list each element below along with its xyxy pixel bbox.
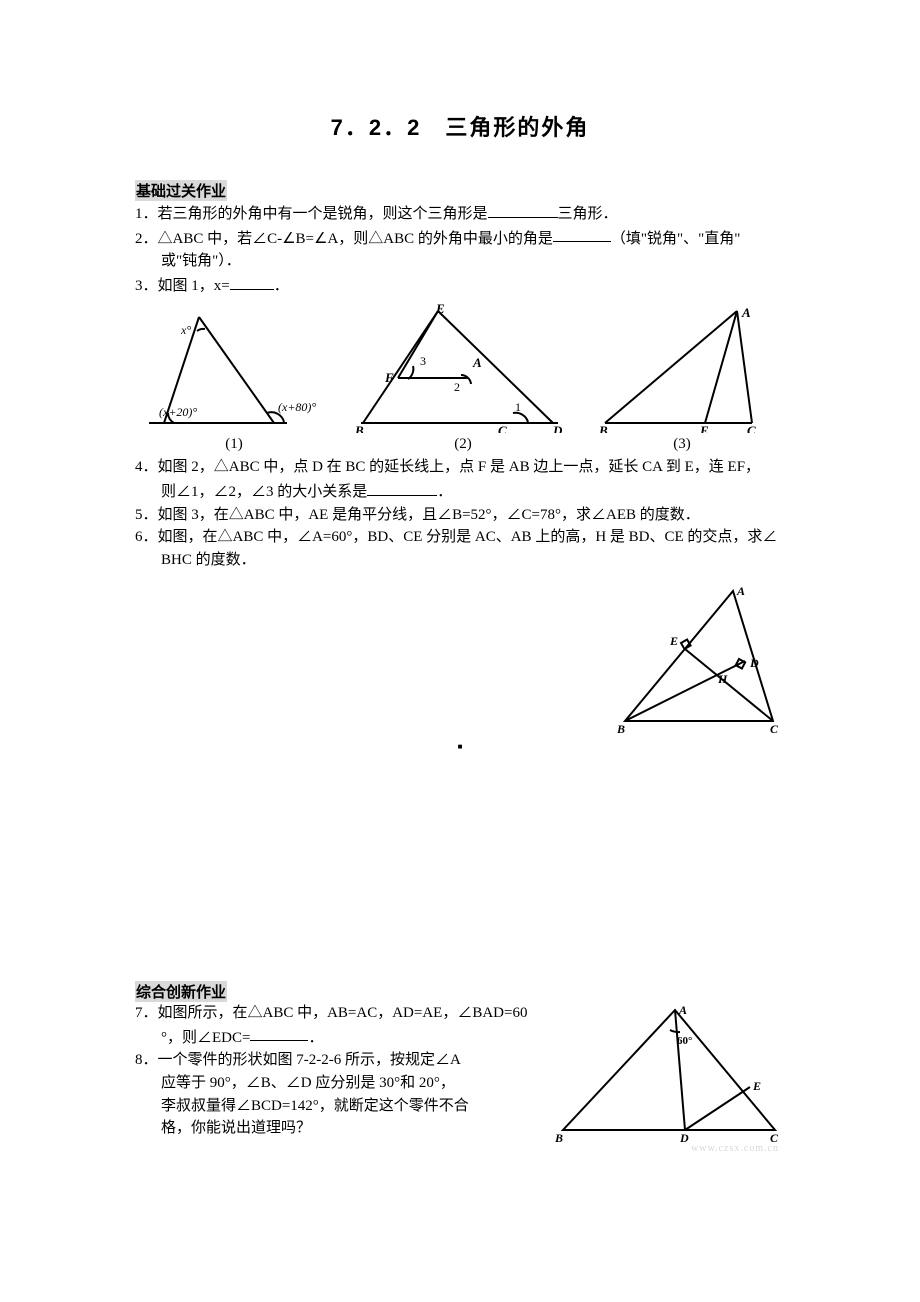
fig2-n3: 3: [420, 354, 426, 368]
fig2-A: A: [472, 355, 482, 370]
fig7-B: B: [555, 1131, 563, 1145]
q1-blank: [488, 202, 558, 218]
figure-3-svg: A B E C: [597, 303, 767, 433]
fig6-B: B: [616, 722, 625, 733]
fig2-F: F: [384, 370, 394, 385]
fig2-C: C: [498, 423, 507, 433]
q2-l1-post: （填"锐角"、"直角": [611, 230, 741, 246]
q7-l2-pre: °，则∠EDC=: [161, 1029, 250, 1045]
fig7-D: D: [679, 1131, 689, 1145]
q7-l2-post: ．: [308, 1029, 323, 1045]
fig3-A: A: [741, 305, 751, 320]
fig3-E: E: [699, 423, 709, 433]
fig7-A: A: [678, 1003, 687, 1017]
fig3-B: B: [598, 423, 608, 433]
q2-line1: 2．△ABC 中，若∠C-∠B=∠A，则△ABC 的外角中最小的角是 （填"锐角"…: [135, 227, 785, 251]
fig2-B: B: [354, 423, 364, 433]
q5: 5．如图 3，在△ABC 中，AE 是角平分线，且∠B=52°，∠C=78°，求…: [135, 505, 785, 527]
figure-1: x° (x+20)° (x+80)° (1): [139, 303, 329, 453]
q3-blank: [230, 274, 274, 290]
figure-1-label: (1): [225, 436, 243, 453]
fig6-E: E: [669, 634, 678, 648]
watermark: www.czsx.com.cn: [691, 1143, 779, 1154]
fig2-n2: 2: [454, 380, 460, 394]
q1-pre: 1．若三角形的外角中有一个是锐角，则这个三角形是: [135, 206, 488, 222]
section1-heading: 基础过关作业: [135, 180, 227, 201]
q6-line2: BHC 的度数．: [135, 550, 785, 572]
q6-line1: 6．如图，在△ABC 中，∠A=60°，BD、CE 分别是 AC、AB 上的高，…: [135, 527, 785, 549]
figure-2: E A F B C D 1 2 3 (2): [353, 303, 573, 453]
q2-line2: 或"钝角"）．: [135, 251, 785, 273]
figure-2-svg: E A F B C D 1 2 3: [353, 303, 573, 433]
q3: 3．如图 1，x= ．: [135, 274, 785, 298]
figure-3: A B E C (3): [597, 303, 767, 453]
fig3-C: C: [747, 423, 756, 433]
q2-blank: [553, 227, 611, 243]
figure-row: x° (x+20)° (x+80)° (1): [139, 303, 785, 453]
q4-line2: 则∠1，∠2，∠3 的大小关系是 ．: [135, 480, 785, 504]
page-marker: ■: [135, 742, 785, 751]
figure-2-label: (2): [454, 436, 472, 453]
q4-blank: [367, 480, 437, 496]
q4-l2-post: ．: [437, 484, 452, 500]
q3-pre: 3．如图 1，x=: [135, 278, 230, 294]
fig2-D: D: [552, 423, 563, 433]
fig2-E: E: [435, 303, 445, 316]
q4-line1: 4．如图 2，△ABC 中，点 D 在 BC 的延长线上，点 F 是 AB 边上…: [135, 457, 785, 479]
figure-7: A B C D E 60° www.czsx.com.cn: [555, 1002, 785, 1152]
fig6-A: A: [736, 584, 745, 598]
q3-post: ．: [274, 278, 289, 294]
q2-l1-pre: 2．△ABC 中，若∠C-∠B=∠A，则△ABC 的外角中最小的角是: [135, 230, 553, 246]
fig6-H: H: [717, 672, 728, 686]
fig1-a1: (x+20)°: [159, 405, 197, 419]
figure-6-svg: A B C E D H: [615, 583, 785, 733]
figure-3-label: (3): [673, 436, 691, 453]
q7-blank: [250, 1026, 308, 1042]
fig1-x: x°: [180, 323, 191, 337]
section2-heading: 综合创新作业: [135, 981, 227, 1002]
fig6-C: C: [770, 722, 779, 733]
fig1-a2: (x+80)°: [278, 400, 316, 414]
page-title: 7．2．2 三角形的外角: [135, 110, 785, 142]
fig7-angle: 60°: [677, 1035, 692, 1047]
q1: 1．若三角形的外角中有一个是锐角，则这个三角形是 三角形．: [135, 202, 785, 226]
figure-1-svg: x° (x+20)° (x+80)°: [139, 303, 329, 433]
fig6-D: D: [749, 656, 759, 670]
fig2-n1: 1: [515, 400, 521, 414]
q4-l2-pre: 则∠1，∠2，∠3 的大小关系是: [161, 484, 367, 500]
figure-7-svg: A B C D E 60°: [555, 1002, 785, 1147]
figure-6: A B C E D H: [615, 583, 785, 738]
fig7-E: E: [752, 1079, 761, 1093]
q1-post: 三角形．: [558, 206, 618, 222]
